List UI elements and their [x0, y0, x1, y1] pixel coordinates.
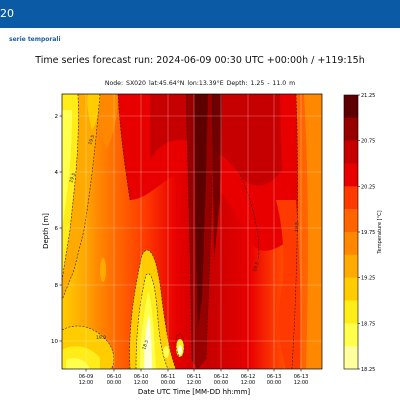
nav-link-serie-temporali[interactable]: serie temporali	[9, 36, 61, 43]
colorbar-tick-label: 19.25	[361, 276, 375, 282]
y-tick-label: 6	[55, 226, 59, 232]
y-tick-label: 2	[55, 114, 59, 120]
x-tick-label: 06-12 12:00	[241, 374, 256, 386]
y-tick-label: 8	[55, 283, 59, 289]
contour-label: 19.5	[294, 222, 300, 232]
x-axis-label: Date UTC Time [MM-DD hh:mm]	[138, 388, 251, 396]
y-tick-label: 10	[51, 339, 58, 345]
colorbar-tick-label: 18.25	[361, 367, 375, 373]
plot-frame	[61, 93, 323, 370]
colorbar-label: Temperature [°C]	[377, 210, 383, 254]
colorbar-band	[344, 323, 358, 347]
x-tick-label: 06-09 12:00	[79, 374, 94, 386]
chart-title: Time series forecast run: 2024-06-09 00:…	[35, 55, 365, 66]
colorbar-tick-label: 19.75	[361, 230, 375, 236]
x-tick-label: 06-10 00:00	[107, 374, 122, 386]
x-tick-label: 06-10 12:00	[134, 374, 149, 386]
chart-subtitle: Node: SX020 lat:45.64°N lon:13.39°E Dept…	[104, 80, 296, 87]
colorbar-tick-label: 20.75	[361, 139, 375, 145]
contour-label: 19.5	[252, 261, 260, 272]
contour-label: 19.5	[87, 134, 96, 146]
colorbar-band	[344, 346, 358, 370]
x-axis: 06-09 12:00 06-10 00:00 06-10 12:00 06-11 00:00…	[79, 369, 309, 386]
contour-label: 19.0	[96, 335, 106, 341]
x-tick-label: 06-11 12:00	[187, 374, 202, 386]
colorbar-band	[344, 254, 358, 278]
temperature-field	[62, 94, 322, 369]
contour-label: 19.5	[68, 172, 77, 184]
colorbar-tick-label: 20.25	[361, 184, 375, 190]
colorbar-band	[344, 95, 358, 119]
plot-grid	[62, 94, 322, 369]
contour-labels: 19.5 19.5 19.0 19.5 19.5 18.5	[68, 134, 300, 351]
colorbar-band	[344, 300, 358, 324]
x-tick-label: 06-13 00:00	[267, 374, 282, 386]
colorbar-band	[344, 117, 358, 141]
contour-label: 18.5	[141, 339, 150, 351]
x-tick-label: 06-13 12:00	[294, 374, 309, 386]
colorbar-frame	[343, 94, 359, 370]
x-tick-label: 06-12 00:00	[214, 374, 229, 386]
colorbar-band	[344, 163, 358, 187]
colorbar-tick-label: 21.25	[361, 93, 375, 99]
colorbar-tick-label: 18.75	[361, 321, 375, 327]
colorbar: 21.25 20.75 20.25 19.75 19.25 18.75 18.25	[344, 93, 375, 373]
y-axis-label: Depth [m]	[42, 213, 50, 249]
colorbar-band	[344, 209, 358, 233]
colorbar-band	[344, 140, 358, 164]
x-axis-label-text: Date UTC Time [MM-DD hh:mm]	[138, 388, 251, 396]
colorbar-band	[344, 277, 358, 301]
colorbar-band	[344, 186, 358, 210]
forecast-heatmap: 19.5 19.5 19.0 19.5 19.5 18.5 06-09 12:00…	[42, 93, 383, 396]
y-tick-label: 4	[55, 170, 59, 176]
app-header: 20	[0, 0, 400, 28]
colorbar-band	[344, 232, 358, 256]
y-axis: 2 4 6 8 10	[51, 114, 62, 345]
x-tick-label: 06-11 00:00	[161, 374, 176, 386]
app-title: 20	[0, 7, 14, 20]
